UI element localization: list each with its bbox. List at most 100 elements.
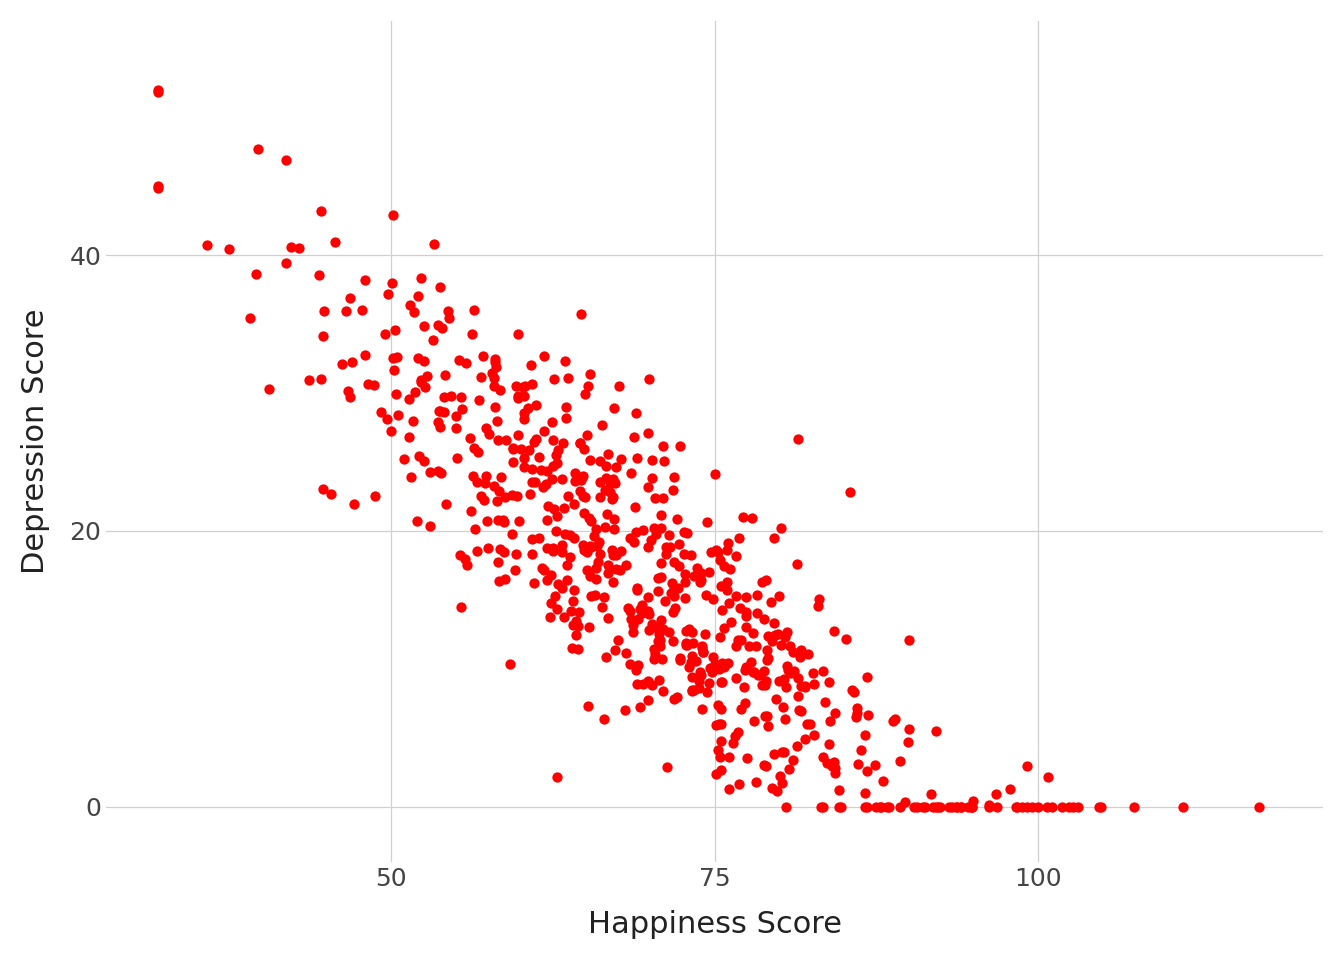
Point bbox=[419, 518, 441, 534]
Point bbox=[675, 574, 696, 589]
Point bbox=[824, 755, 845, 770]
Point bbox=[663, 691, 684, 707]
Point bbox=[406, 514, 427, 529]
Point bbox=[879, 799, 900, 814]
Point bbox=[669, 650, 691, 665]
Point bbox=[786, 557, 808, 572]
Point bbox=[196, 237, 218, 252]
Point bbox=[430, 420, 452, 435]
Point bbox=[681, 683, 703, 698]
Point bbox=[239, 310, 261, 325]
Point bbox=[688, 681, 710, 696]
Point bbox=[637, 673, 659, 688]
Point bbox=[364, 488, 386, 503]
Point bbox=[508, 390, 530, 405]
Point bbox=[492, 513, 513, 528]
Point bbox=[554, 353, 575, 369]
Point bbox=[673, 589, 695, 605]
Point bbox=[546, 523, 567, 539]
Point bbox=[681, 684, 703, 699]
Point bbox=[810, 799, 832, 814]
Point bbox=[743, 664, 765, 680]
Point bbox=[714, 559, 735, 574]
Point bbox=[579, 539, 601, 554]
Point bbox=[461, 504, 482, 519]
Point bbox=[755, 757, 777, 773]
Point bbox=[308, 268, 329, 283]
Point bbox=[946, 799, 968, 814]
Point bbox=[521, 461, 543, 476]
Point bbox=[542, 471, 563, 487]
Point bbox=[574, 505, 595, 520]
Point bbox=[648, 672, 669, 687]
Point bbox=[681, 648, 703, 663]
Point bbox=[720, 614, 742, 630]
Point bbox=[546, 456, 567, 471]
Point bbox=[771, 776, 793, 791]
Point bbox=[546, 602, 567, 617]
Point bbox=[446, 450, 468, 466]
Point bbox=[450, 599, 472, 614]
Point bbox=[735, 660, 757, 675]
Point bbox=[409, 448, 430, 464]
Point bbox=[487, 432, 508, 447]
Point bbox=[668, 559, 689, 574]
Point bbox=[512, 379, 534, 395]
Point bbox=[577, 378, 598, 394]
Point bbox=[642, 519, 664, 535]
Point bbox=[603, 521, 625, 537]
Point bbox=[669, 653, 691, 668]
Point bbox=[536, 513, 558, 528]
Point bbox=[430, 403, 452, 419]
Point bbox=[573, 442, 594, 457]
Point bbox=[462, 468, 484, 484]
Point bbox=[410, 372, 431, 388]
Point bbox=[595, 458, 617, 473]
Point bbox=[511, 442, 532, 457]
Point bbox=[780, 638, 801, 654]
Point bbox=[676, 624, 698, 639]
Point bbox=[716, 574, 738, 589]
Point bbox=[763, 530, 785, 545]
Point bbox=[836, 631, 857, 646]
Point bbox=[681, 625, 703, 640]
Point bbox=[766, 691, 788, 707]
Point bbox=[562, 593, 583, 609]
Point bbox=[595, 470, 617, 486]
Point bbox=[789, 702, 810, 717]
Point bbox=[669, 439, 691, 454]
Point bbox=[625, 406, 646, 421]
Point bbox=[660, 540, 681, 555]
Point bbox=[383, 207, 405, 223]
Point bbox=[751, 677, 773, 692]
Point bbox=[392, 451, 414, 467]
Point bbox=[435, 496, 457, 512]
Point bbox=[681, 669, 703, 684]
Point bbox=[652, 684, 673, 699]
Point bbox=[484, 354, 505, 370]
Point bbox=[579, 567, 601, 583]
Point bbox=[546, 770, 567, 785]
Point bbox=[664, 469, 685, 485]
Point bbox=[667, 581, 688, 596]
Point bbox=[781, 665, 802, 681]
Point bbox=[704, 467, 726, 482]
Point bbox=[626, 676, 648, 691]
Point bbox=[680, 547, 702, 563]
Point bbox=[730, 702, 751, 717]
Point bbox=[466, 474, 488, 490]
Point bbox=[711, 732, 732, 748]
Point bbox=[1172, 799, 1193, 814]
Point bbox=[476, 468, 497, 484]
Point bbox=[689, 664, 711, 680]
Point bbox=[524, 575, 546, 590]
Point bbox=[378, 286, 399, 301]
Point bbox=[1021, 799, 1043, 814]
Point bbox=[629, 699, 650, 714]
Point bbox=[735, 608, 757, 623]
Point bbox=[579, 539, 601, 554]
Point bbox=[555, 410, 577, 425]
Point bbox=[841, 683, 863, 698]
Point bbox=[692, 640, 714, 656]
Point bbox=[638, 372, 660, 387]
